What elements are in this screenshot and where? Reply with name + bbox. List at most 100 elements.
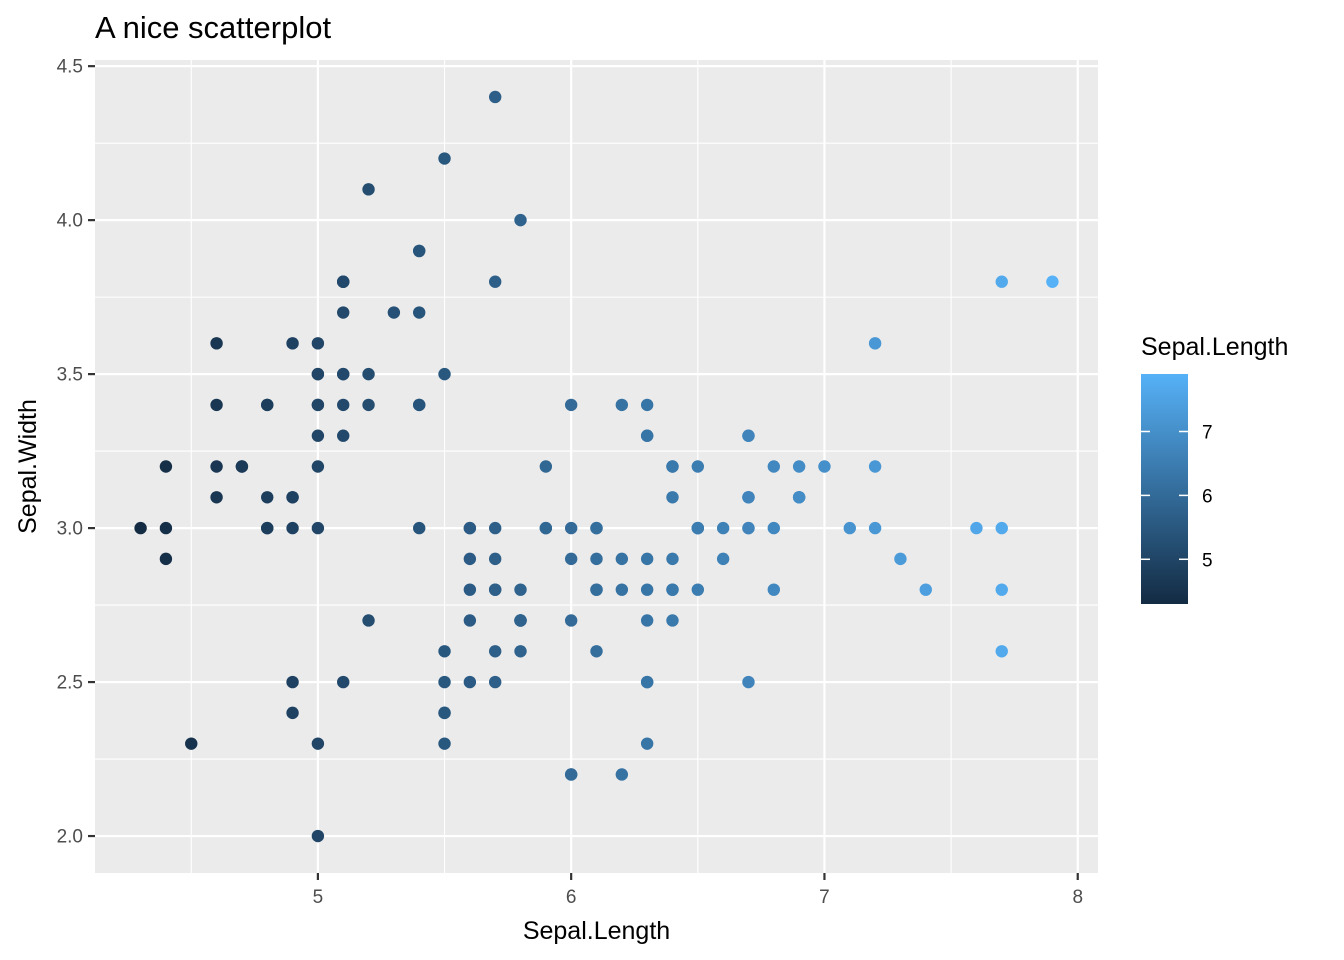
data-point [564, 521, 578, 535]
data-point [514, 645, 527, 658]
data-point [514, 213, 527, 227]
x-tick-label: 8 [1072, 887, 1083, 908]
data-point [995, 521, 1008, 535]
data-point [261, 491, 274, 504]
data-point [640, 675, 654, 689]
data-point [413, 306, 426, 319]
data-point [488, 645, 502, 658]
x-tick-label: 7 [819, 887, 830, 908]
legend-breaks: 5 6 7 [1141, 423, 1213, 571]
color-legend: Sepal.Length 5 6 7 [1141, 333, 1288, 604]
y-tick-label: 4.5 [57, 57, 83, 78]
data-point [311, 398, 325, 412]
data-point [438, 706, 451, 720]
data-point [463, 583, 477, 596]
data-point [767, 460, 780, 473]
plot-panel [95, 60, 1098, 873]
y-axis-title: Sepal.Width [14, 399, 42, 534]
data-point [210, 398, 223, 412]
legend-break-label: 6 [1202, 486, 1213, 507]
data-point [590, 521, 603, 535]
data-point [286, 491, 299, 504]
data-point [488, 552, 502, 566]
data-point [387, 306, 401, 319]
data-point [235, 460, 249, 473]
data-point [261, 398, 274, 412]
data-point [767, 521, 780, 535]
data-point [590, 645, 603, 658]
data-point [615, 768, 629, 781]
data-point [691, 583, 705, 596]
data-point [539, 521, 553, 535]
data-point [210, 460, 223, 473]
data-point [210, 491, 223, 504]
data-point [666, 552, 679, 566]
data-point [311, 521, 325, 535]
data-point [488, 675, 502, 689]
data-point [337, 398, 350, 412]
x-tick-label: 6 [566, 887, 577, 908]
data-point [564, 552, 578, 566]
data-point [463, 552, 477, 566]
data-point [590, 552, 603, 566]
legend-break-label: 5 [1202, 550, 1213, 571]
data-point [413, 244, 426, 258]
data-point [742, 429, 755, 442]
data-point [919, 583, 932, 596]
data-point [463, 675, 477, 689]
data-point [438, 645, 451, 658]
data-point [640, 398, 654, 412]
x-axis-title: Sepal.Length [523, 917, 670, 945]
data-point [1046, 275, 1059, 288]
data-point [564, 398, 578, 412]
data-point [539, 460, 553, 473]
data-point [691, 521, 705, 535]
data-point [691, 460, 705, 473]
data-point [311, 737, 325, 750]
data-point [995, 645, 1008, 658]
data-point [792, 491, 806, 504]
y-tick-label: 3.5 [57, 365, 83, 386]
data-point [868, 337, 882, 350]
data-point [868, 460, 882, 473]
data-point [488, 583, 502, 596]
data-point [210, 337, 223, 350]
data-point [337, 675, 350, 689]
data-point [463, 614, 477, 627]
data-point [311, 829, 325, 843]
data-point [488, 90, 502, 104]
data-point [615, 552, 629, 566]
data-point [311, 367, 325, 381]
y-axis: 2.0 2.5 3.0 3.5 4.0 4.5 [57, 57, 95, 848]
data-point [337, 367, 350, 381]
data-point [564, 614, 578, 627]
data-point [311, 460, 325, 473]
data-point [463, 521, 477, 535]
data-point [261, 521, 274, 535]
data-point [438, 737, 451, 750]
data-point [438, 367, 451, 381]
data-point [742, 521, 755, 535]
data-point [767, 583, 780, 596]
data-point [590, 583, 603, 596]
data-point [666, 491, 679, 504]
data-point [413, 398, 426, 412]
data-point [716, 521, 730, 535]
data-point [615, 583, 629, 596]
y-tick-label: 2.0 [57, 827, 83, 848]
data-point [995, 275, 1008, 288]
data-point [640, 737, 654, 750]
legend-title: Sepal.Length [1141, 333, 1288, 361]
data-point [337, 429, 350, 442]
data-point [286, 337, 299, 350]
data-point [438, 675, 451, 689]
x-axis: 5 6 7 8 [313, 873, 1083, 908]
data-point [666, 614, 679, 627]
data-point [362, 398, 375, 412]
data-point [792, 460, 806, 473]
data-point [843, 521, 856, 535]
data-point [159, 460, 173, 473]
data-point [337, 306, 350, 319]
legend-colorbar [1141, 374, 1188, 604]
